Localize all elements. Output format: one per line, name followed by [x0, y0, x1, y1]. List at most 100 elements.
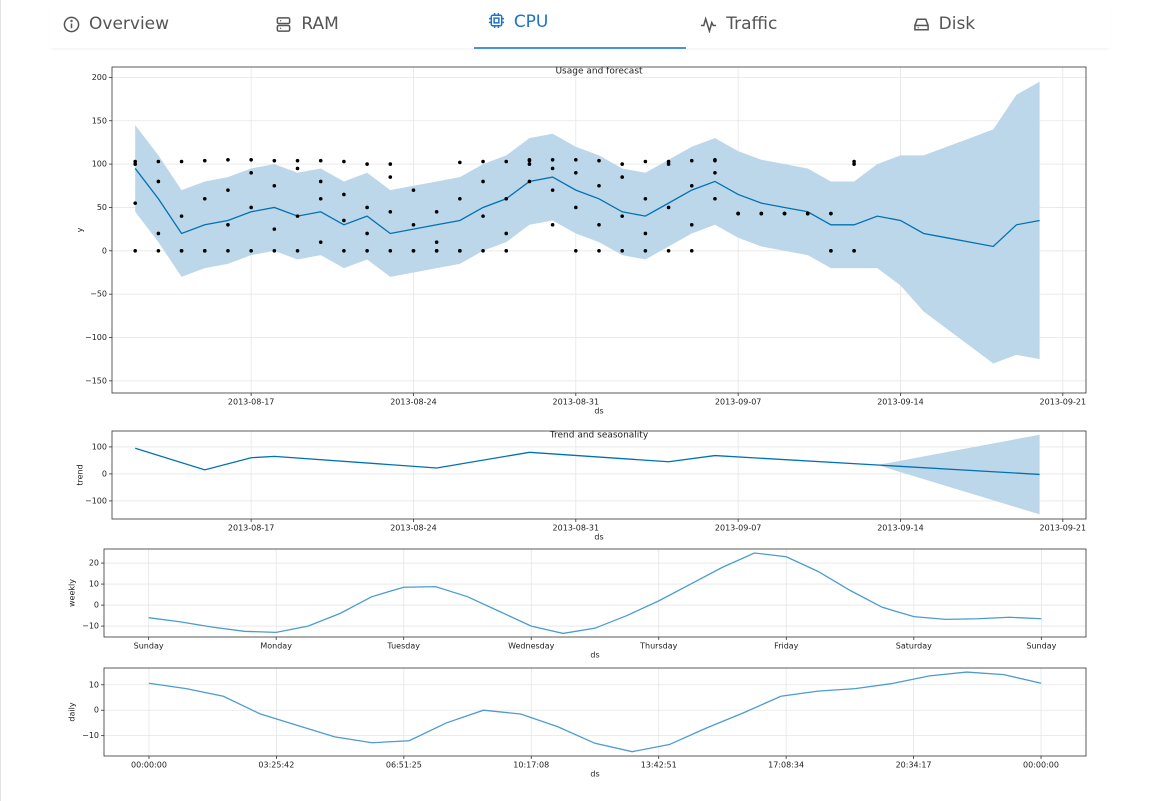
observed-point: [597, 158, 601, 163]
tab[interactable]: Disk: [899, 0, 1111, 48]
observed-point: [318, 158, 323, 163]
chart-title: Usage and forecast: [555, 67, 643, 77]
observed-point: [179, 214, 184, 218]
tab[interactable]: Traffic: [686, 0, 898, 48]
chart: −150 −100 −50 0 50 100 150 200 2013-08-17 2013-08…: [76, 67, 1087, 416]
observed-point: [295, 249, 300, 253]
observed-point: [829, 249, 833, 253]
observed-point: [411, 249, 416, 253]
y-tick-label: −50: [90, 290, 107, 299]
x-tick-label: 2013-08-24: [390, 524, 437, 533]
x-tick-label: Monday: [260, 642, 292, 651]
x-tick-label: 2013-09-07: [715, 524, 762, 533]
observed-point: [318, 196, 323, 201]
observed-point: [156, 231, 161, 236]
observed-point: [249, 170, 253, 175]
observed-point: [713, 170, 717, 175]
y-tick-label: −100: [85, 496, 107, 505]
observed-point: [481, 179, 485, 184]
observed-point: [458, 249, 462, 253]
observed-point: [527, 162, 532, 166]
tab-label: Traffic: [726, 14, 778, 34]
x-tick-label: 2013-09-14: [877, 398, 924, 407]
forecast-line: [134, 447, 1040, 476]
observed-point: [342, 159, 346, 164]
observed-point: [666, 205, 671, 210]
observed-point: [133, 201, 137, 205]
chart-title: Trend and seasonality: [549, 431, 649, 441]
y-tick-label: 20: [89, 559, 99, 568]
observed-point: [156, 159, 161, 164]
axes-frame: [103, 548, 1087, 638]
tab[interactable]: Overview: [49, 0, 261, 48]
observed-point: [829, 211, 833, 216]
chart: −10 0 10 20 Sunday Monday Tuesday Wednesday Thur…: [68, 548, 1087, 660]
x-tick-label: Sunday: [134, 642, 164, 651]
observed-point: [133, 159, 137, 164]
observed-point: [666, 249, 671, 253]
observed-point: [643, 159, 648, 164]
observed-point: [689, 222, 694, 227]
icon: [488, 12, 504, 29]
chart: −100 0 100 2013-08-17 2013-08-24 2013-08-31 20…: [76, 431, 1087, 542]
observed-point: [133, 249, 137, 253]
observed-point: [295, 214, 300, 218]
observed-point: [295, 166, 300, 171]
observed-point: [713, 196, 717, 201]
tab[interactable]: RAM: [261, 0, 473, 48]
y-tick-label: −100: [85, 333, 107, 342]
observed-point: [156, 179, 161, 184]
icon: [913, 18, 929, 30]
observed-point: [411, 188, 416, 192]
observed-point: [643, 196, 648, 201]
x-axis-label: ds: [594, 407, 603, 416]
observed-point: [504, 231, 509, 236]
observed-point: [249, 205, 253, 210]
observed-point: [272, 249, 277, 253]
observed-point: [597, 222, 601, 227]
observed-point: [342, 249, 346, 253]
observed-point: [388, 249, 393, 253]
observed-point: [458, 160, 462, 165]
y-tick-label: −10: [82, 622, 99, 631]
observed-point: [620, 162, 624, 166]
tab-label: Overview: [89, 14, 170, 34]
x-tick-label: 2013-09-21: [1040, 398, 1087, 407]
x-tick-label: Tuesday: [386, 642, 420, 651]
forecast-line: [148, 552, 1042, 635]
x-tick-label: 17:08:34: [768, 761, 804, 770]
x-axis-label: ds: [590, 651, 599, 660]
y-tick-label: 200: [92, 73, 107, 82]
observed-point: [620, 175, 624, 179]
observed-point: [365, 231, 369, 236]
observed-point: [365, 205, 369, 210]
y-tick-label: 0: [102, 246, 107, 255]
x-tick-label: 20:34:17: [896, 761, 932, 770]
observed-point: [365, 162, 369, 166]
observed-point: [689, 158, 694, 163]
observed-point: [481, 159, 485, 164]
y-axis-label: daily: [68, 702, 77, 721]
y-tick-label: 50: [97, 203, 107, 212]
y-tick-label: −10: [82, 731, 99, 740]
axes-frame: [111, 430, 1087, 520]
observed-point: [226, 249, 230, 253]
observed-point: [550, 157, 555, 162]
observed-point: [574, 157, 578, 162]
axes-frame: [103, 667, 1087, 757]
observed-point: [481, 214, 485, 218]
observed-point: [852, 249, 856, 253]
tab-label: RAM: [301, 14, 339, 34]
x-tick-label: 2013-08-17: [228, 524, 275, 533]
y-tick-label: 0: [94, 601, 99, 610]
observed-point: [226, 188, 230, 192]
observed-point: [481, 249, 485, 253]
observed-point: [574, 249, 578, 253]
forecast-line: [148, 671, 1042, 753]
chart: −10 0 10 00:00:00 03:25:42 06:51:25 10:17:08 13…: [68, 667, 1087, 779]
tab[interactable]: CPU: [473, 0, 687, 49]
observed-point: [226, 222, 230, 227]
y-axis-label: y: [76, 227, 85, 232]
observed-point: [388, 175, 393, 179]
observed-point: [388, 162, 393, 166]
